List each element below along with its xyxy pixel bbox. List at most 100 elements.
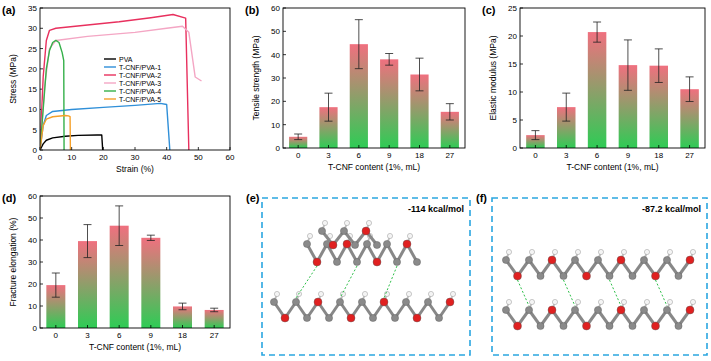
bar (380, 59, 398, 148)
legend-label: PVA (119, 56, 133, 63)
y-tick (283, 78, 286, 79)
atom-c (663, 256, 670, 263)
atom-h (529, 249, 534, 254)
y-tick-label: 30 (28, 24, 37, 33)
error-bar (446, 104, 454, 120)
legend-label: T-CNF/PVA-3 (119, 80, 161, 87)
atom-c (292, 298, 299, 305)
atom-c (383, 240, 390, 247)
error-stem (119, 206, 120, 246)
y-tick-label: 15 (508, 60, 517, 69)
series-line (40, 40, 64, 150)
hydrogen-bond (656, 280, 668, 306)
atom-h (387, 233, 392, 238)
error-bar (52, 273, 60, 297)
y-tick-label: 30 (28, 258, 37, 267)
atom-h (621, 299, 626, 304)
atom-h (552, 299, 557, 304)
atom-o (329, 241, 337, 249)
legend: PVAT-CNF/PVA-1T-CNF/PVA-2T-CNF/PVA-3T-CN… (104, 56, 161, 103)
atom-c (675, 322, 682, 329)
atom-c (413, 258, 420, 265)
error-cap (179, 309, 187, 310)
y-tick-label: 40 (28, 236, 37, 245)
error-cap (84, 224, 92, 225)
x-tick-label: 6 (357, 151, 362, 160)
atom-c (675, 272, 682, 279)
atom-o (373, 258, 381, 266)
x-tick-label: 10 (67, 153, 76, 162)
plot-area (40, 14, 202, 150)
atom-o (514, 272, 522, 280)
legend-swatch (104, 74, 116, 75)
atom-h (322, 220, 327, 225)
atom-c (560, 322, 567, 329)
error-cap (115, 245, 123, 246)
panel-label: (b) (245, 4, 259, 16)
panel: (b)0102030405060Tensile strength (MPa)T-… (245, 4, 465, 172)
x-axis-label: T-CNF content (1%, mL) (328, 162, 420, 172)
error-cap (416, 58, 424, 59)
atom-h (575, 299, 580, 304)
atom-o (380, 298, 388, 306)
atom-c (325, 314, 332, 321)
atom-h (690, 249, 695, 254)
error-stem (328, 93, 329, 121)
x-tick-label: 6 (595, 151, 600, 160)
atom-o (617, 256, 625, 264)
atom-c (424, 298, 431, 305)
x-tick-label: 30 (131, 153, 140, 162)
bar (173, 306, 192, 328)
figure: (a)05101520253035Stress (MPa)Strain (%)0… (0, 0, 711, 361)
error-cap (147, 235, 155, 236)
atom-o (583, 322, 591, 330)
panel-label: (c) (482, 4, 496, 16)
error-bar (84, 225, 92, 258)
error-stem (449, 104, 450, 120)
x-tick-label: 3 (326, 151, 331, 160)
y-tick-label: 10 (271, 121, 280, 130)
error-cap (147, 240, 155, 241)
atom-c (502, 256, 509, 263)
error-cap (593, 22, 601, 23)
atom-o (313, 258, 321, 266)
error-cap (531, 139, 539, 140)
legend-label: T-CNF/PVA-2 (119, 72, 161, 79)
error-bar (147, 235, 155, 240)
legend-swatch (104, 98, 116, 99)
panel: (a)05101520253035Stress (MPa)Strain (%)0… (2, 4, 235, 174)
series-line (40, 26, 202, 150)
atom-h (621, 249, 626, 254)
legend-label: T-CNF/PVA-1 (119, 64, 161, 71)
atom-o (686, 256, 694, 264)
atom-c (351, 241, 358, 248)
error-bar (593, 22, 601, 42)
error-cap (593, 42, 601, 43)
error-cap (355, 19, 363, 20)
error-stem (389, 54, 390, 66)
atom-o (514, 322, 522, 330)
error-stem (150, 235, 151, 240)
atom-h (344, 220, 349, 225)
error-cap (385, 53, 393, 54)
error-bar (115, 206, 123, 246)
plot-frame (40, 196, 230, 328)
atom-c (594, 306, 601, 313)
y-tick (283, 124, 286, 125)
bar (205, 310, 224, 328)
error-stem (627, 40, 628, 90)
atom-o (686, 306, 694, 314)
y-tick (520, 120, 523, 121)
atom-c (606, 272, 613, 279)
x-axis-label: T-CNF content (1%, mL) (566, 162, 658, 172)
error-cap (686, 101, 694, 102)
error-stem (566, 93, 567, 121)
atom-h (307, 233, 312, 238)
atom-o (617, 306, 625, 314)
plot-frame (520, 8, 705, 148)
y-tick-label: 20 (271, 97, 280, 106)
error-cap (531, 130, 539, 131)
x-tick-label: 18 (415, 151, 424, 160)
x-tick-label: 27 (685, 151, 694, 160)
y-axis-label: Tensile strength (MPa) (251, 35, 261, 120)
